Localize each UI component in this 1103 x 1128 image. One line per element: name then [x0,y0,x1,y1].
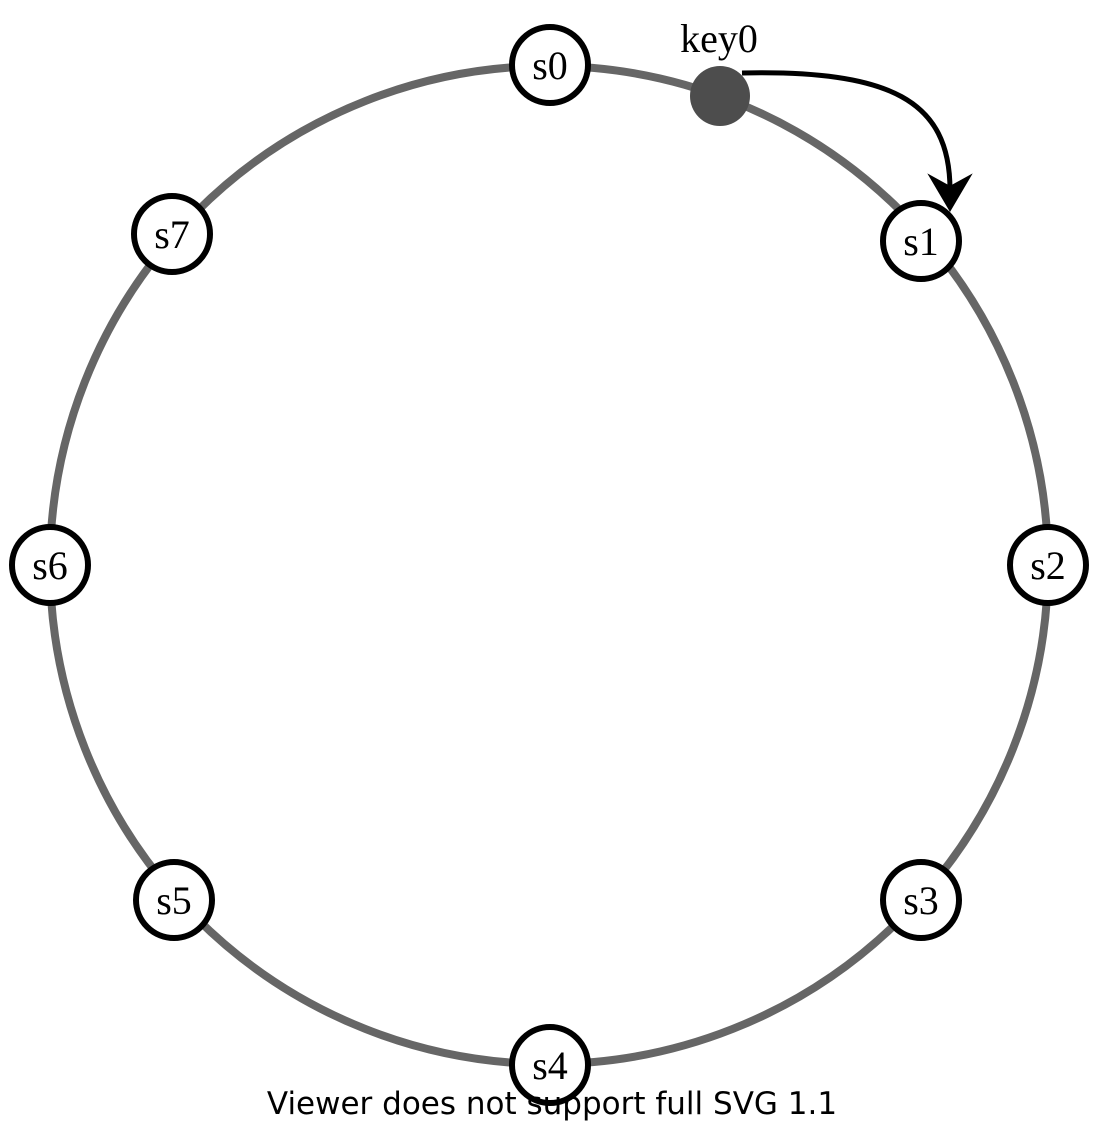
server-node-s5: s5 [133,859,215,941]
server-label: s0 [532,43,568,88]
server-node-s6: s6 [9,524,91,606]
svg-support-notice: Viewer does not support full SVG 1.1 [267,1086,837,1122]
server-node-s0: s0 [509,24,591,106]
key-assignment-arrow [741,70,953,191]
server-label: s3 [903,878,939,923]
server-label: s7 [154,212,190,257]
server-label: s2 [1030,543,1066,588]
server-label: s1 [903,219,939,264]
server-node-s3: s3 [880,859,962,941]
arrowhead-icon [927,173,973,212]
server-node-s4: s4 [509,1024,591,1106]
server-label: s6 [32,543,68,588]
server-label: s4 [532,1043,568,1088]
server-node-s7: s7 [131,193,213,275]
key-label: key0 [680,16,758,61]
server-node-s1: s1 [880,200,962,282]
server-node-s2: s2 [1007,524,1089,606]
server-label: s5 [156,878,192,923]
key-point [690,66,750,126]
